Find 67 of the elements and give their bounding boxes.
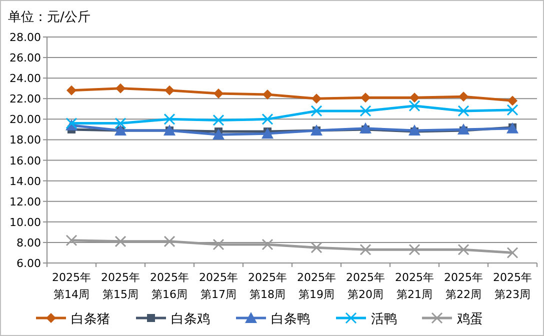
legend-label: 鸡蛋 [456,312,483,327]
point [164,236,176,248]
legend-item: 鸡蛋 [422,312,483,327]
point [360,122,372,134]
point [66,85,76,96]
point [212,238,224,250]
x-tick-label: 2025年第16周 [150,271,189,301]
point [310,242,322,254]
point [262,113,274,125]
point [508,96,518,106]
x-tick-label: 2025年第17周 [199,271,238,301]
y-tick-label: 22.00 [10,92,41,106]
point [164,113,176,125]
y-tick-label: 14.00 [10,174,41,188]
point [212,114,224,126]
point [458,123,470,134]
y-tick-label: 16.00 [10,154,41,168]
y-tick-label: 18.00 [10,134,41,147]
legend-item: 白条鸡 [136,312,210,327]
y-tick-label: 28.00 [10,31,41,44]
y-tick-label: 8.00 [16,236,41,250]
x-tick-label: 2025年第15周 [101,271,140,301]
point [360,92,370,103]
point [114,118,126,130]
point [114,236,126,248]
point [214,88,224,98]
x-tick-label: 2025年第14周 [52,271,91,301]
point [408,244,420,256]
chart-title: 单位：元/公斤 [8,10,90,25]
point [506,246,518,258]
point [164,85,174,96]
legend-label: 白条鸭 [271,312,310,327]
legend-item: 活鸭 [336,312,397,327]
x-tick-label: 2025年第20周 [346,271,385,301]
y-tick-label: 20.00 [10,113,41,126]
point [262,238,274,250]
point [212,128,224,140]
point [360,244,372,256]
y-tick-label: 26.00 [10,52,41,65]
y-tick-label: 24.00 [10,72,41,86]
point [458,92,468,102]
y-tick-label: 10.00 [10,216,41,229]
point [312,94,322,104]
legend-label: 活鸭 [371,312,397,327]
x-tick-label: 2025年第18周 [248,271,287,301]
point [408,100,420,112]
point [458,244,470,256]
y-tick-label: 12.00 [10,195,41,208]
legend-item: 白条鸭 [236,312,310,327]
y-tick-label: 6.00 [16,257,41,270]
point [360,105,372,117]
x-tick-label: 2025年第23周 [493,271,532,301]
x-tick-label: 2025年第22周 [444,271,483,301]
point [506,104,518,116]
legend-item: 白条猪 [36,312,110,327]
point [116,83,126,94]
point [262,90,272,100]
point [410,92,420,103]
legend-label: 白条鸡 [171,312,210,327]
point [458,105,470,117]
point [262,128,274,139]
point [66,234,78,246]
x-tick-label: 2025年第19周 [297,271,336,301]
point [408,124,420,136]
point [310,105,322,117]
x-tick-label: 2025年第21周 [395,271,434,301]
legend-label: 白条猪 [71,312,110,327]
